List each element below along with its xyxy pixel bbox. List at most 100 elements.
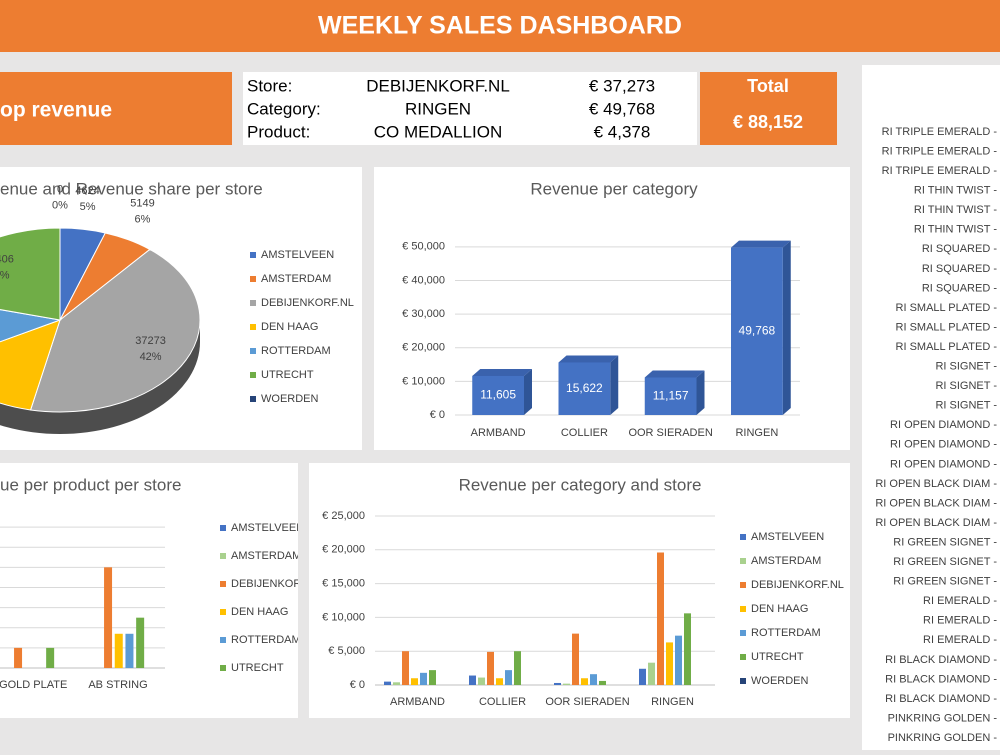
slice-percent-label: 0%	[52, 200, 68, 212]
y-tick-label: € 10,000	[402, 375, 445, 387]
product-name: RI SQUARED -	[922, 282, 998, 294]
product-name: PINKRING GOLDEN -	[888, 712, 998, 724]
bar	[563, 683, 570, 685]
product-name: RI EMERALD -	[923, 615, 997, 627]
bar	[472, 375, 524, 415]
row-label: Category:	[247, 99, 321, 118]
x-tick-label: COLLIER	[561, 427, 608, 439]
bar	[514, 651, 521, 685]
x-tick-label: AB STRING	[88, 679, 147, 691]
bar	[496, 678, 503, 685]
bar	[487, 651, 494, 685]
x-tick-label: ARMBAND	[471, 427, 526, 439]
product-name: RI OPEN BLACK DIAM -	[875, 517, 997, 529]
bar	[581, 678, 588, 685]
bar	[114, 633, 123, 668]
row-name: RINGEN	[405, 99, 471, 118]
legend-label: UTRECHT	[231, 662, 284, 674]
product-name: RI TRIPLE EMERALD -	[882, 145, 998, 157]
x-tick-label: B GOLD PLATE	[0, 679, 67, 691]
bar-side	[610, 355, 619, 415]
y-tick-label: € 20,000	[322, 544, 365, 556]
product-name: RI OPEN DIAMOND -	[890, 458, 997, 470]
bar	[644, 377, 697, 415]
slice-percent-label: 42%	[140, 351, 162, 363]
bar	[590, 674, 597, 685]
chart-panel: ue per product per store01234567B GOLD P…	[0, 463, 301, 718]
slice-percent-label: 5%	[80, 201, 96, 213]
panel-background	[0, 463, 298, 718]
product-name: RI OPEN DIAMOND -	[890, 439, 997, 451]
bar	[14, 647, 23, 668]
legend-swatch	[740, 678, 746, 684]
legend-label: AMSTERDAM	[751, 555, 821, 567]
product-name: RI SIGNET -	[935, 400, 997, 412]
legend-label: AMSTERDAM	[231, 550, 301, 562]
legend-label: ROTTERDAM	[231, 634, 301, 646]
product-list-panel	[862, 65, 1000, 750]
product-name: RI EMERALD -	[923, 595, 997, 607]
product-name: RI SQUARED -	[922, 263, 998, 275]
y-tick-label: € 30,000	[402, 308, 445, 320]
y-tick-label: € 10,000	[322, 611, 365, 623]
bar	[125, 633, 134, 668]
x-tick-label: COLLIER	[479, 696, 526, 708]
legend-swatch	[740, 606, 746, 612]
product-name: RI THIN TWIST -	[914, 204, 997, 216]
bar-value-label: 11,157	[653, 388, 689, 402]
legend-swatch	[250, 372, 256, 378]
y-tick-label: € 0	[350, 679, 365, 691]
total-box	[700, 72, 837, 145]
x-tick-label: OOR SIERADEN	[628, 427, 712, 439]
bar-value-label: 11,605	[480, 388, 516, 402]
bar-side	[524, 368, 532, 415]
bar	[384, 681, 391, 685]
product-name: RI EMERALD -	[923, 634, 997, 646]
legend-label: ROTTERDAM	[751, 627, 821, 639]
bar	[429, 670, 436, 685]
product-name: RI TRIPLE EMERALD -	[882, 126, 998, 138]
legend-label: AMSTELVEEN	[751, 531, 824, 543]
legend-swatch	[250, 252, 256, 258]
bar	[731, 247, 783, 415]
row-value: € 49,768	[589, 99, 655, 118]
chart-title: Revenue per category	[530, 179, 698, 198]
bar	[554, 682, 561, 685]
y-tick-label: € 0	[430, 409, 445, 421]
product-name: RI GREEN SIGNET -	[893, 556, 997, 568]
header-bar	[0, 0, 1000, 52]
legend-swatch	[220, 665, 226, 671]
legend-label: UTRECHT	[751, 651, 804, 663]
product-name: RI THIN TWIST -	[914, 185, 997, 197]
slice-percent-label: 6%	[135, 214, 151, 226]
chart-title: Revenue per category and store	[459, 475, 702, 494]
legend-swatch	[250, 396, 256, 402]
legend-label: DEBIJENKORF.NL	[751, 579, 844, 591]
x-tick-label: ARMBAND	[390, 696, 445, 708]
row-label: Product:	[247, 122, 310, 141]
top-revenue-box	[0, 72, 232, 145]
row-value: € 37,273	[589, 76, 655, 95]
legend-swatch	[740, 558, 746, 564]
bar	[478, 677, 485, 685]
product-name: RI OPEN BLACK DIAM -	[875, 478, 997, 490]
bar	[104, 567, 113, 668]
top-revenue-title: op revenue	[0, 99, 112, 122]
x-tick-label: RINGEN	[735, 427, 778, 439]
y-tick-label: € 15,000	[322, 578, 365, 590]
legend-label: AMSTELVEEN	[261, 249, 334, 261]
bar	[46, 647, 55, 668]
legend-label: DEN HAAG	[261, 321, 318, 333]
bar	[684, 613, 691, 685]
row-name: CO MEDALLION	[374, 122, 502, 141]
legend-label: WOERDEN	[751, 675, 809, 687]
row-value: € 4,378	[594, 122, 651, 141]
bar-value-label: 49,768	[739, 323, 776, 337]
product-name: RI SQUARED -	[922, 243, 998, 255]
product-name: RI SMALL PLATED -	[896, 321, 998, 333]
row-label: Store:	[247, 76, 292, 95]
bar	[469, 675, 476, 685]
legend-swatch	[220, 609, 226, 615]
